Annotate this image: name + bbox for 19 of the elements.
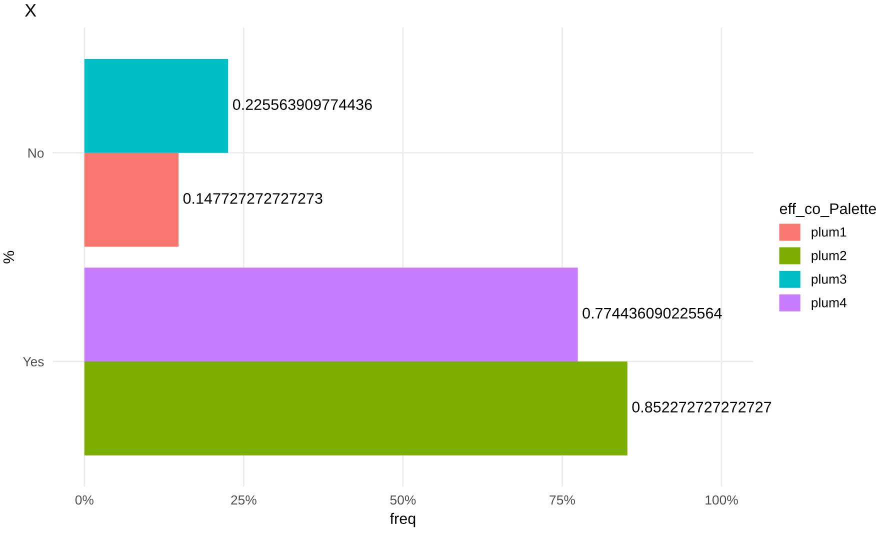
x-tick-label: 25% bbox=[231, 495, 256, 505]
data-label: 0.852272727272727 bbox=[632, 402, 772, 413]
legend-label: plum2 bbox=[812, 250, 846, 263]
y-axis-title: % bbox=[3, 250, 14, 264]
chart-title: X bbox=[24, 4, 36, 17]
y-tick-label: Yes bbox=[22, 357, 44, 366]
legend-label: plum4 bbox=[812, 298, 846, 310]
x-tick-label: 50% bbox=[390, 495, 416, 505]
x-axis-title: freq bbox=[390, 512, 416, 528]
legend-label: plum3 bbox=[812, 274, 846, 286]
legend-title: eff_co_Palette bbox=[780, 202, 876, 218]
legend-label: plum1 bbox=[812, 226, 846, 240]
y-tick-label: No bbox=[28, 148, 44, 158]
x-tick-label: 75% bbox=[550, 495, 575, 505]
x-tick-label: 100% bbox=[706, 495, 738, 505]
data-label: 0.147727272727273 bbox=[183, 193, 322, 204]
x-tick-label: 0% bbox=[75, 495, 94, 505]
data-label: 0.225563909774436 bbox=[232, 99, 372, 110]
data-label: 0.774436090225564 bbox=[582, 308, 722, 319]
